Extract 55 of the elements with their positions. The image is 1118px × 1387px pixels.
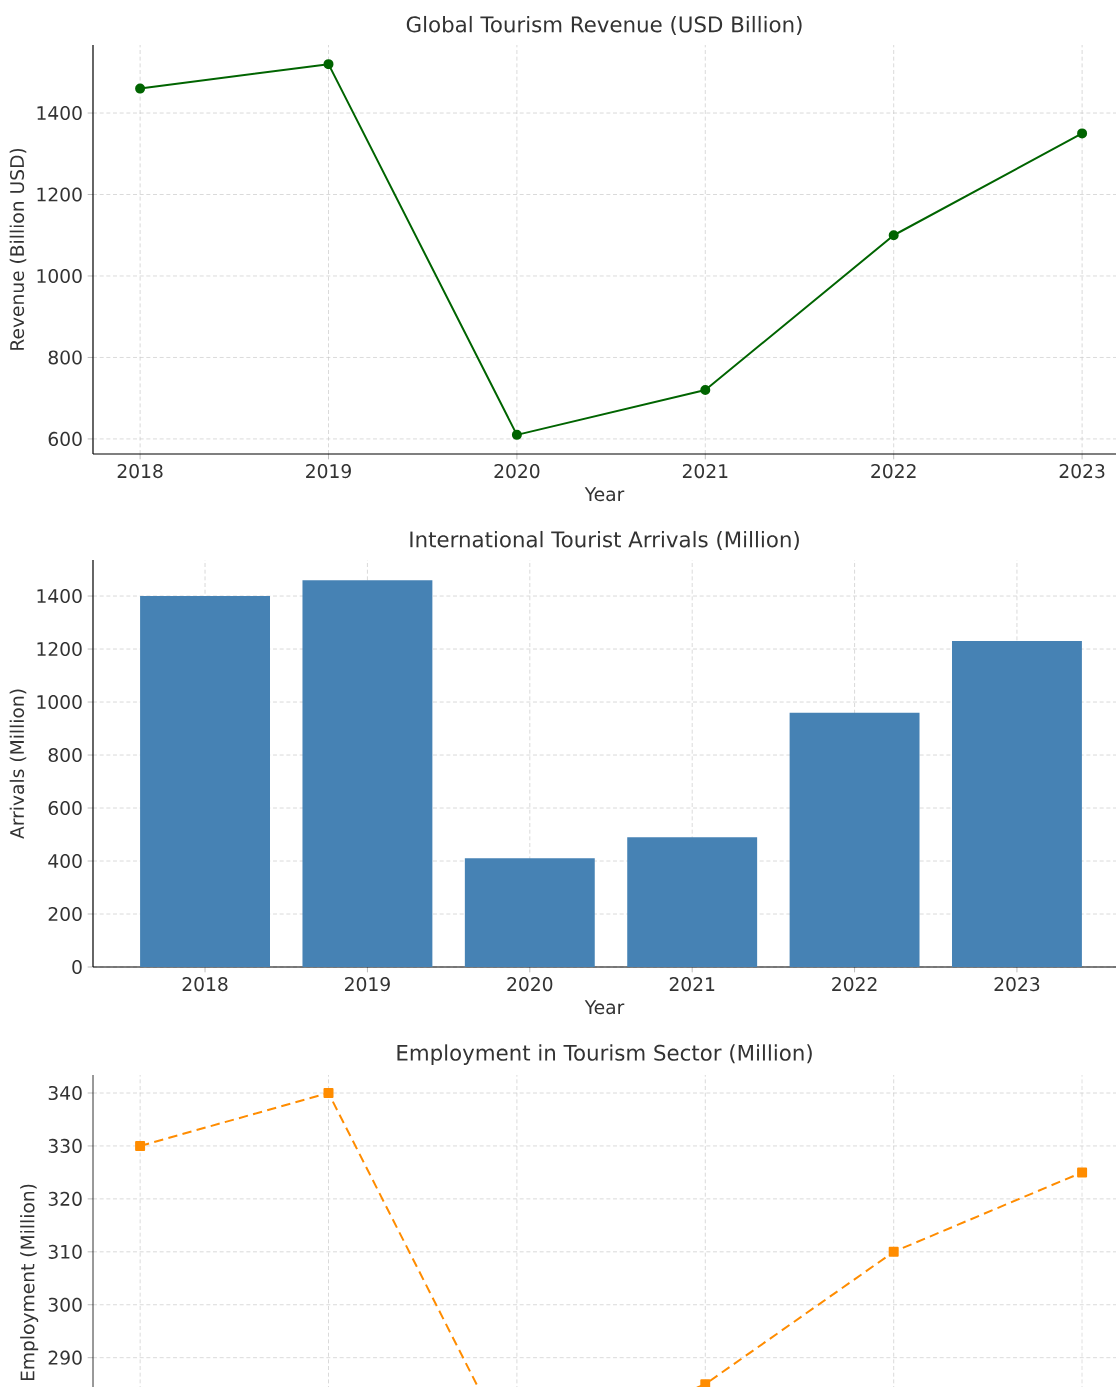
y-tick-label: 310 bbox=[48, 1244, 82, 1259]
x-tick-label: 2022 bbox=[871, 464, 916, 479]
y-tick-label: 200 bbox=[48, 906, 82, 922]
y-tick-label: 1200 bbox=[37, 187, 82, 202]
bar bbox=[140, 596, 270, 968]
y-tick-label: 1400 bbox=[37, 588, 82, 604]
y-tick-label: 800 bbox=[48, 747, 82, 763]
y-tick-label: 1000 bbox=[37, 268, 82, 284]
y-tick-label: 0 bbox=[72, 959, 82, 975]
y-tick-label: 340 bbox=[48, 1085, 82, 1101]
chart-title: International Tourist Arrivals (Million) bbox=[410, 530, 799, 550]
x-tick-label: 2019 bbox=[306, 464, 351, 479]
bar bbox=[302, 580, 433, 968]
y-tick-label: 800 bbox=[48, 350, 82, 365]
bar bbox=[464, 858, 595, 968]
x-tick-label: 2020 bbox=[507, 977, 553, 992]
y-tick-label: 400 bbox=[48, 853, 82, 869]
point bbox=[323, 1088, 334, 1099]
point bbox=[888, 1246, 899, 1257]
x-tick-label: 2018 bbox=[117, 464, 163, 479]
x-tick-label: 2021 bbox=[669, 977, 715, 992]
x-tick-label: 2018 bbox=[182, 977, 228, 992]
y-tick-label: 300 bbox=[48, 1297, 82, 1312]
y-tick-label: 1000 bbox=[37, 694, 82, 710]
y-tick-label: 600 bbox=[48, 431, 82, 446]
x-tick-label: 2023 bbox=[994, 977, 1040, 992]
chart-title: Employment in Tourism Sector (Million) bbox=[397, 1044, 812, 1065]
point bbox=[511, 429, 522, 440]
y-tick-label: 1200 bbox=[37, 641, 82, 657]
x-tick-label: 2022 bbox=[832, 977, 877, 992]
point bbox=[888, 230, 899, 241]
chart-title: Global Tourism Revenue (USD Billion) bbox=[406, 15, 802, 35]
x-tick-label: 2019 bbox=[345, 977, 390, 992]
point bbox=[1077, 1167, 1088, 1178]
y-tick-label: 290 bbox=[48, 1350, 82, 1365]
y-axis-title: Arrivals (Million) bbox=[9, 689, 27, 839]
point bbox=[135, 1140, 146, 1151]
bar bbox=[627, 837, 758, 968]
x-axis-title: Year bbox=[584, 487, 625, 502]
point bbox=[700, 385, 711, 396]
bar bbox=[789, 712, 920, 968]
x-tick-label: 2020 bbox=[494, 464, 540, 479]
bar bbox=[952, 641, 1082, 968]
x-axis-title: Year bbox=[584, 1000, 625, 1015]
y-axis-title: Employment (Million) bbox=[20, 1184, 39, 1381]
y-tick-label: 600 bbox=[48, 800, 82, 816]
point bbox=[1077, 128, 1088, 139]
point bbox=[323, 59, 334, 70]
y-tick-label: 330 bbox=[48, 1138, 82, 1154]
y-axis-title: Revenue (Billion USD) bbox=[9, 148, 27, 350]
x-tick-label: 2021 bbox=[682, 464, 728, 479]
point bbox=[135, 83, 146, 94]
x-tick-label: 2023 bbox=[1059, 464, 1105, 479]
y-tick-label: 320 bbox=[48, 1191, 82, 1206]
y-tick-label: 1400 bbox=[37, 105, 82, 121]
